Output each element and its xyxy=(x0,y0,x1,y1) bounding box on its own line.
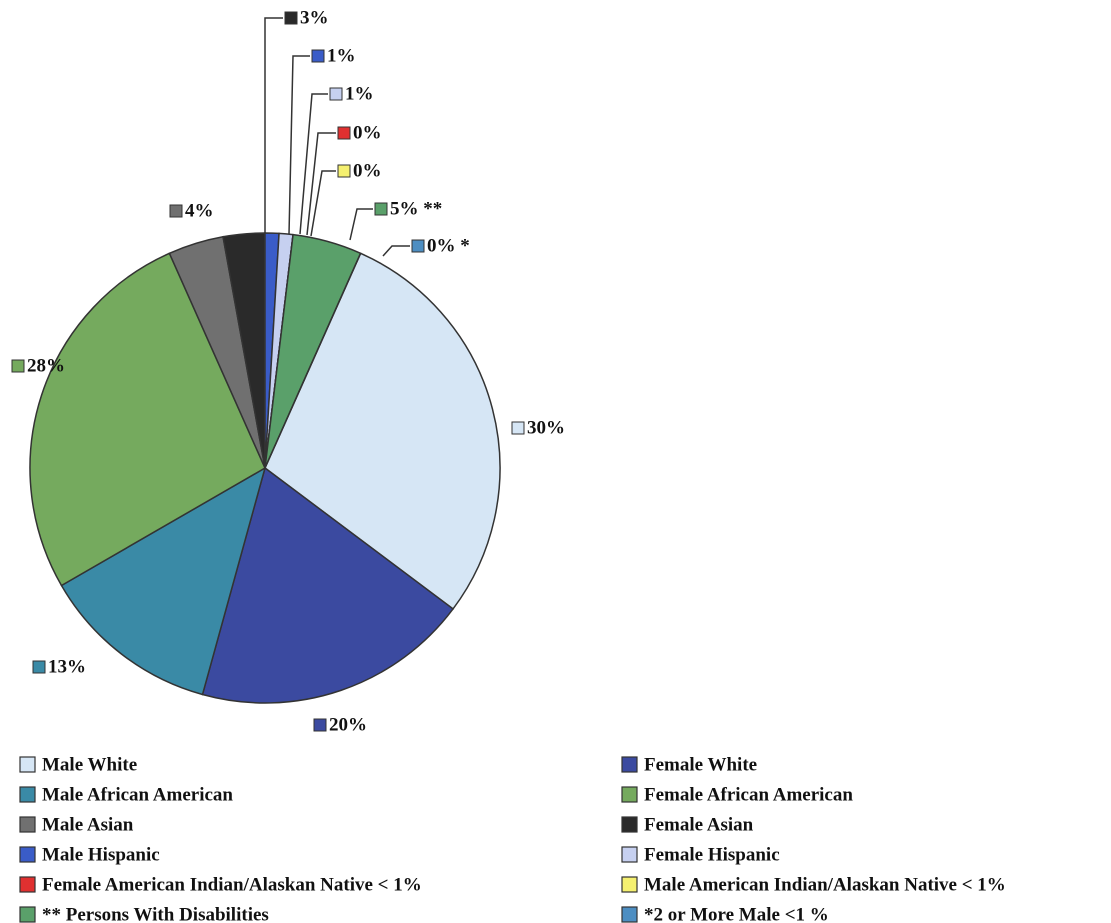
label-swatch xyxy=(374,202,388,216)
pie-slice xyxy=(264,252,501,611)
data-label: 1% xyxy=(345,83,374,104)
leader-line xyxy=(299,93,328,235)
data-label: 0% xyxy=(353,160,382,181)
leader-line xyxy=(310,170,336,237)
label-swatch xyxy=(337,126,351,140)
data-label: 4% xyxy=(185,200,214,221)
legend-swatch xyxy=(19,816,36,833)
legend-swatch xyxy=(621,786,638,803)
data-label: 3% xyxy=(300,7,329,28)
legend-label: Male American Indian/Alaskan Native < 1% xyxy=(644,874,1006,895)
label-swatch xyxy=(11,359,25,373)
legend-swatch xyxy=(19,876,36,893)
label-swatch xyxy=(511,421,525,435)
data-label: 20% xyxy=(329,714,367,735)
legend-label: Male White xyxy=(42,754,137,775)
data-label: 28% xyxy=(27,355,65,376)
data-label: 0% * xyxy=(427,235,470,256)
legend-label: Male Asian xyxy=(42,814,134,835)
legend-label: Female American Indian/Alaskan Native < … xyxy=(42,874,422,895)
label-swatch xyxy=(329,87,343,101)
leader-line xyxy=(306,132,336,236)
label-swatch xyxy=(169,204,183,218)
data-label: 30% xyxy=(527,417,565,438)
label-swatch xyxy=(32,660,46,674)
label-swatch xyxy=(337,164,351,178)
legend-swatch xyxy=(19,846,36,863)
legend-label: Female Asian xyxy=(644,814,754,835)
legend-swatch xyxy=(621,846,638,863)
leader-line xyxy=(382,245,410,257)
label-swatch xyxy=(284,11,298,25)
label-swatch xyxy=(411,239,425,253)
legend-swatch xyxy=(621,816,638,833)
legend-swatch xyxy=(19,786,36,803)
legend-swatch xyxy=(621,906,638,923)
leader-line xyxy=(349,208,373,241)
legend-label: Male Hispanic xyxy=(42,844,160,865)
label-swatch xyxy=(311,49,325,63)
legend-label: Female African American xyxy=(644,784,853,805)
legend-swatch xyxy=(621,876,638,893)
pie-slice xyxy=(264,253,362,469)
legend-swatch xyxy=(19,756,36,773)
data-label: 13% xyxy=(48,656,86,677)
legend-label: *2 or More Male <1 % xyxy=(644,904,829,923)
legend-swatch xyxy=(19,906,36,923)
legend-swatch xyxy=(621,756,638,773)
pie-slice xyxy=(60,466,267,696)
data-label: 1% xyxy=(327,45,356,66)
legend-label: Female Hispanic xyxy=(644,844,780,865)
data-label: 5% ** xyxy=(390,198,442,219)
legend-label: Female White xyxy=(644,754,757,775)
label-swatch xyxy=(313,718,327,732)
data-label: 0% xyxy=(353,122,382,143)
legend-label: Male African American xyxy=(42,784,233,805)
legend-label: ** Persons With Disabilities xyxy=(42,904,269,923)
leader-line xyxy=(264,17,283,233)
leader-line xyxy=(288,55,310,235)
pie-slice xyxy=(201,466,455,704)
